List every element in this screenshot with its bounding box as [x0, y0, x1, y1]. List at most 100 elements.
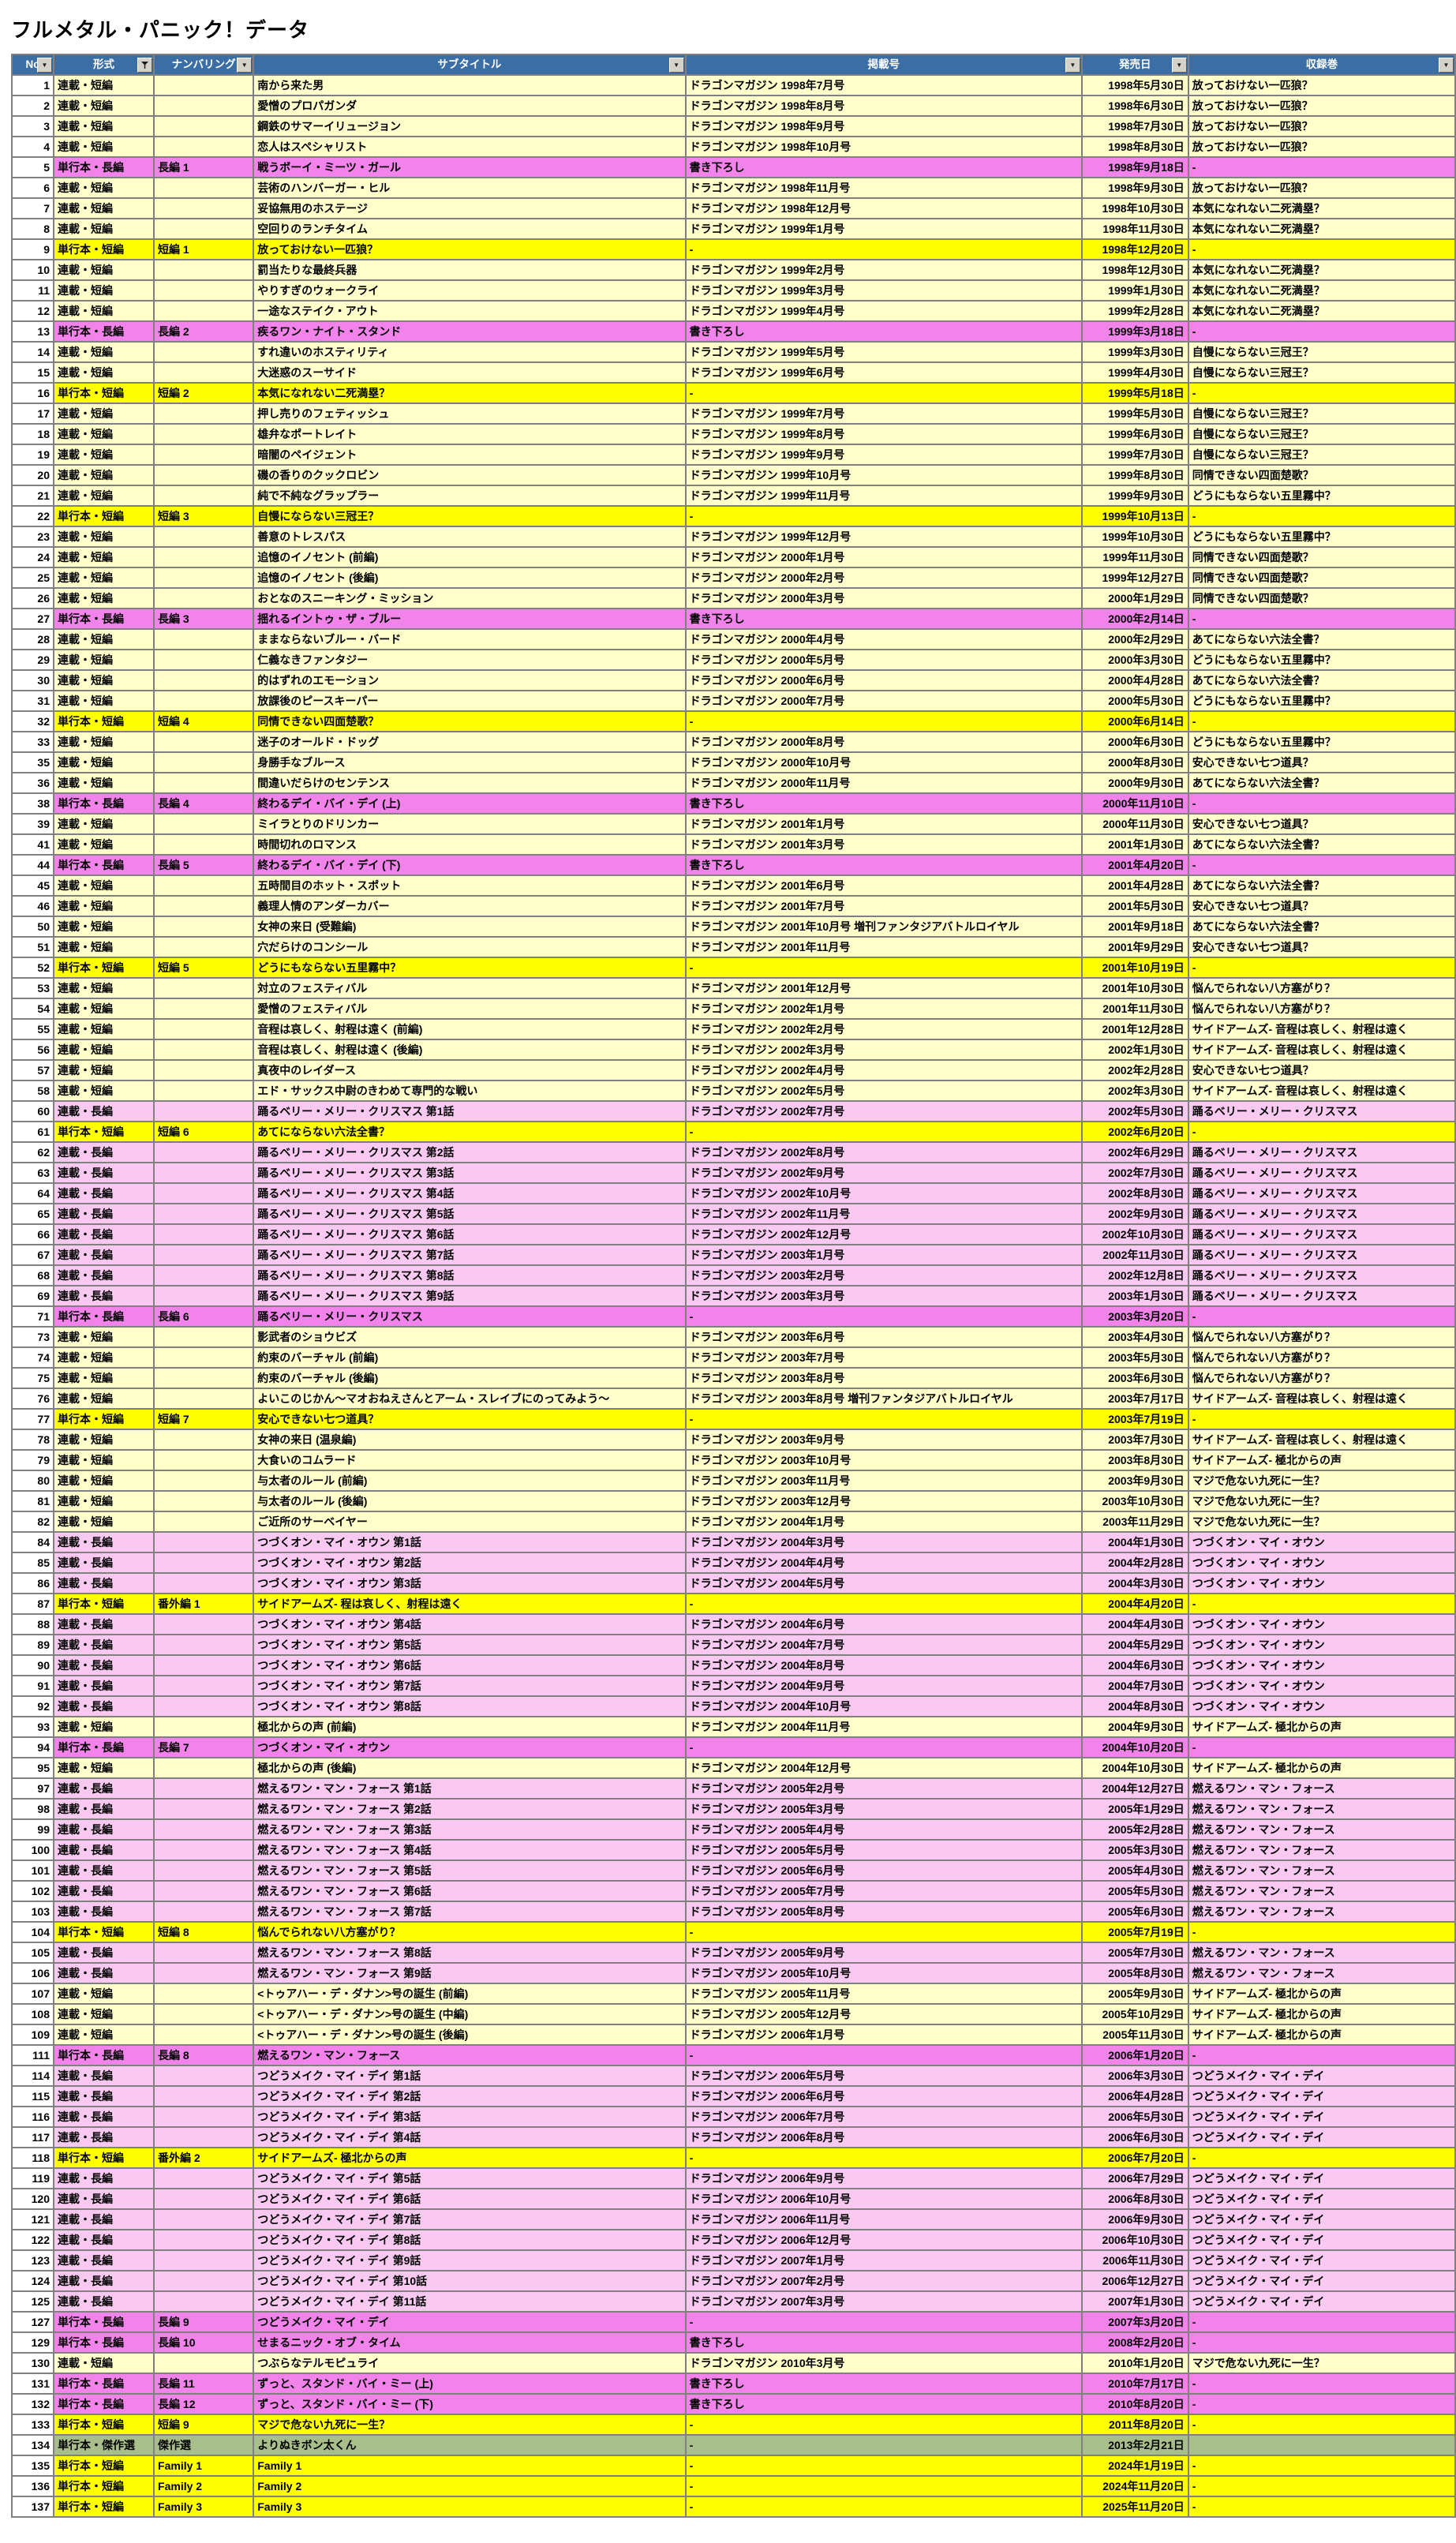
- cell-magazine[interactable]: ドラゴンマガジン 2002年10月号: [684, 1182, 1083, 1204]
- cell-release[interactable]: 2000年1月29日: [1080, 587, 1189, 609]
- cell-no[interactable]: 105: [11, 1942, 54, 1964]
- cell-release[interactable]: 2000年6月30日: [1080, 731, 1189, 753]
- cell-no[interactable]: 123: [11, 2249, 54, 2271]
- cell-release[interactable]: 2005年5月30日: [1080, 1880, 1189, 1902]
- cell-subtitle[interactable]: ままならないブルー・バード: [253, 628, 687, 650]
- cell-subtitle[interactable]: 鋼鉄のサマーイリュージョン: [253, 115, 687, 137]
- cell-no[interactable]: 20: [11, 464, 54, 486]
- cell-no[interactable]: 117: [11, 2126, 54, 2148]
- cell-release[interactable]: 2004年6月30日: [1080, 1654, 1189, 1676]
- cell-subtitle[interactable]: 疾るワン・ナイト・スタンド: [253, 320, 687, 343]
- cell-release[interactable]: 2001年10月30日: [1080, 977, 1189, 999]
- cell-no[interactable]: 21: [11, 485, 54, 507]
- cell-no[interactable]: 62: [11, 1141, 54, 1163]
- cell-no[interactable]: 57: [11, 1059, 54, 1081]
- cell-format[interactable]: 連載・長編: [52, 2249, 155, 2271]
- cell-volume[interactable]: 本気になれない二死満塁？: [1187, 197, 1456, 219]
- cell-subtitle[interactable]: つどうメイク・マイ・デイ 第9話: [253, 2249, 687, 2271]
- cell-no[interactable]: 99: [11, 1818, 54, 1841]
- cell-magazine[interactable]: ドラゴンマガジン 1999年1月号: [684, 218, 1083, 240]
- cell-magazine[interactable]: -: [684, 2475, 1083, 2497]
- cell-no[interactable]: 107: [11, 1983, 54, 2005]
- cell-magazine[interactable]: ドラゴンマガジン 2001年12月号: [684, 977, 1083, 999]
- cell-volume[interactable]: つどうメイク・マイ・デイ: [1187, 2290, 1456, 2313]
- cell-release[interactable]: 2006年12月27日: [1080, 2270, 1189, 2292]
- cell-no[interactable]: 71: [11, 1305, 54, 1328]
- cell-subtitle[interactable]: 追憶のイノセント (前編): [253, 546, 687, 568]
- cell-magazine[interactable]: ドラゴンマガジン 2000年4月号: [684, 628, 1083, 650]
- cell-volume[interactable]: 踊るベリー・メリー・クリスマス: [1187, 1182, 1456, 1204]
- cell-subtitle[interactable]: マジで危ない九死に一生？: [253, 2414, 687, 2436]
- cell-volume[interactable]: 本気になれない二死満塁？: [1187, 218, 1456, 240]
- cell-release[interactable]: 1999年7月30日: [1080, 444, 1189, 466]
- cell-volume[interactable]: どうにもならない五里霧中？: [1187, 526, 1456, 548]
- cell-release[interactable]: 2004年9月30日: [1080, 1716, 1189, 1738]
- cell-release[interactable]: 2010年7月17日: [1080, 2373, 1189, 2395]
- cell-format[interactable]: 連載・短編: [52, 587, 155, 609]
- cell-numbering[interactable]: [153, 423, 255, 445]
- cell-magazine[interactable]: ドラゴンマガジン 2004年9月号: [684, 1675, 1083, 1697]
- cell-subtitle[interactable]: エド・サックス中尉のきわめて専門的な戦い: [253, 1080, 687, 1102]
- cell-subtitle[interactable]: 極北からの声 (前編): [253, 1716, 687, 1738]
- cell-volume[interactable]: -: [1187, 957, 1456, 979]
- cell-release[interactable]: 2006年5月30日: [1080, 2106, 1189, 2128]
- cell-format[interactable]: 連載・短編: [52, 1490, 155, 1512]
- cell-release[interactable]: 1999年10月13日: [1080, 505, 1189, 527]
- cell-subtitle[interactable]: 大食いのコムラード: [253, 1449, 687, 1471]
- cell-volume[interactable]: 放っておけない一匹狼？: [1187, 74, 1456, 96]
- cell-numbering[interactable]: [153, 731, 255, 753]
- cell-volume[interactable]: 踊るベリー・メリー・クリスマス: [1187, 1223, 1456, 1245]
- cell-no[interactable]: 67: [11, 1244, 54, 1266]
- cell-volume[interactable]: どうにもならない五里霧中？: [1187, 690, 1456, 712]
- cell-volume[interactable]: マジで危ない九死に一生？: [1187, 1511, 1456, 1533]
- cell-volume[interactable]: つづくオン・マイ・オウン: [1187, 1531, 1456, 1553]
- cell-magazine[interactable]: ドラゴンマガジン 2003年8月号 増刊ファンタジアバトルロイヤル: [684, 1388, 1083, 1410]
- cell-numbering[interactable]: [153, 1264, 255, 1286]
- cell-release[interactable]: 2011年8月20日: [1080, 2414, 1189, 2436]
- cell-numbering[interactable]: 長編 7: [153, 1736, 255, 1758]
- cell-volume[interactable]: あてにならない六法全書？: [1187, 833, 1456, 856]
- cell-release[interactable]: 2002年6月20日: [1080, 1121, 1189, 1143]
- cell-release[interactable]: 2003年4月30日: [1080, 1326, 1189, 1348]
- cell-numbering[interactable]: [153, 1223, 255, 1245]
- cell-numbering[interactable]: 長編 4: [153, 792, 255, 815]
- cell-magazine[interactable]: ドラゴンマガジン 1998年10月号: [684, 136, 1083, 158]
- cell-no[interactable]: 85: [11, 1552, 54, 1574]
- cell-volume[interactable]: マジで危ない九死に一生？: [1187, 1490, 1456, 1512]
- cell-magazine[interactable]: ドラゴンマガジン 2005年3月号: [684, 1798, 1083, 1820]
- cell-release[interactable]: 2000年9月30日: [1080, 772, 1189, 794]
- cell-subtitle[interactable]: 安心できない七つ道具？: [253, 1408, 687, 1430]
- cell-magazine[interactable]: ドラゴンマガジン 1999年5月号: [684, 341, 1083, 363]
- cell-numbering[interactable]: [153, 1346, 255, 1369]
- cell-numbering[interactable]: [153, 875, 255, 897]
- cell-numbering[interactable]: [153, 1285, 255, 1307]
- cell-numbering[interactable]: [153, 1901, 255, 1923]
- cell-magazine[interactable]: ドラゴンマガジン 1999年6月号: [684, 361, 1083, 384]
- cell-format[interactable]: 連載・短編: [52, 485, 155, 507]
- cell-magazine[interactable]: -: [684, 1593, 1083, 1615]
- cell-no[interactable]: 79: [11, 1449, 54, 1471]
- cell-magazine[interactable]: ドラゴンマガジン 2003年8月号: [684, 1367, 1083, 1389]
- cell-release[interactable]: 2004年4月30日: [1080, 1613, 1189, 1635]
- cell-numbering[interactable]: [153, 464, 255, 486]
- cell-volume[interactable]: 踊るベリー・メリー・クリスマス: [1187, 1264, 1456, 1286]
- cell-release[interactable]: 2006年10月30日: [1080, 2229, 1189, 2251]
- cell-format[interactable]: 連載・短編: [52, 977, 155, 999]
- cell-magazine[interactable]: ドラゴンマガジン 2005年2月号: [684, 1777, 1083, 1800]
- cell-format[interactable]: 連載・長編: [52, 1859, 155, 1882]
- cell-format[interactable]: 連載・短編: [52, 1018, 155, 1040]
- cell-subtitle[interactable]: 五時間目のホット・スポット: [253, 875, 687, 897]
- cell-numbering[interactable]: 傑作選: [153, 2434, 255, 2456]
- cell-subtitle[interactable]: <トゥアハー・デ・ダナン>号の誕生 (中編): [253, 2003, 687, 2025]
- cell-release[interactable]: 2003年1月30日: [1080, 1285, 1189, 1307]
- cell-magazine[interactable]: ドラゴンマガジン 2000年7月号: [684, 690, 1083, 712]
- cell-volume[interactable]: どうにもならない五里霧中？: [1187, 485, 1456, 507]
- cell-no[interactable]: 58: [11, 1080, 54, 1102]
- cell-no[interactable]: 26: [11, 587, 54, 609]
- cell-numbering[interactable]: [153, 1511, 255, 1533]
- cell-volume[interactable]: 燃えるワン・マン・フォース: [1187, 1942, 1456, 1964]
- cell-format[interactable]: 連載・長編: [52, 2065, 155, 2087]
- cell-volume[interactable]: 放っておけない一匹狼？: [1187, 177, 1456, 199]
- cell-format[interactable]: 連載・短編: [52, 833, 155, 856]
- cell-format[interactable]: 連載・短編: [52, 361, 155, 384]
